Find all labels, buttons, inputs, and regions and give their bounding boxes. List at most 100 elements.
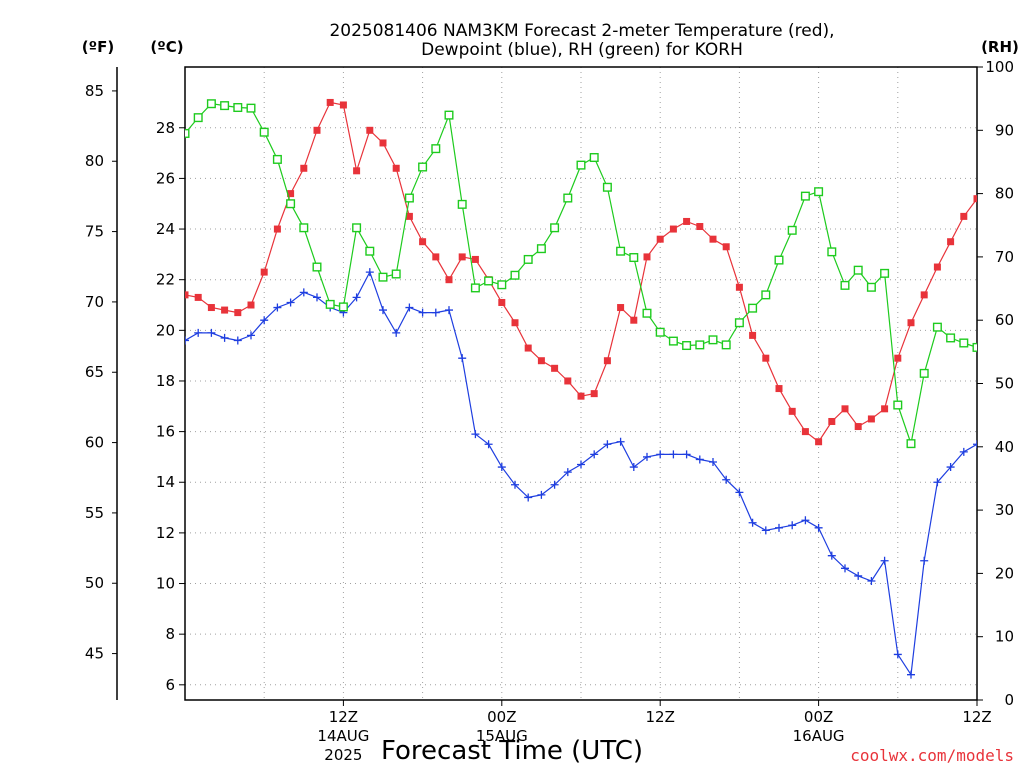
x-tick-date: 16AUG [793,727,845,745]
dewpoint-point [709,457,717,466]
2-meter-temperature-point [801,428,809,436]
dewpoint-point [722,475,731,484]
rh-point [682,341,692,351]
fahrenheit-tick-label: 50 [85,574,104,592]
grid-lines [185,67,977,700]
rh-point [748,303,758,313]
2-meter-temperature-point [260,268,268,276]
x-tick-label: 00Z [804,708,833,726]
2-meter-temperature-point [907,319,915,327]
data-series [185,98,977,679]
rh-point [906,439,916,449]
rh-point [299,223,309,233]
2-meter-temperature-point [617,304,625,312]
rh-point [431,144,441,154]
2-meter-temperature-point [300,164,308,172]
rh-point [932,322,942,332]
dewpoint-point [656,450,665,459]
celsius-unit-label: (ºC) [150,38,183,56]
celsius-tick-label: 12 [156,524,175,542]
dewpoint-point [273,303,282,312]
2-meter-temperature-point [445,276,453,284]
dewpoint-point [405,303,414,312]
celsius-tick-label: 22 [156,271,175,289]
2-meter-temperature-point [524,344,532,352]
dewpoint-point [185,336,189,345]
rh-point [800,191,810,201]
rh-point [536,244,546,254]
dewpoint-point [761,526,770,535]
x-tick-year: 2025 [324,746,362,764]
rh-tick-label: 80 [995,185,1014,203]
fahrenheit-tick-label: 55 [85,504,104,522]
fahrenheit-tick-label: 60 [85,434,104,452]
2-meter-temperature-point [287,190,295,198]
2-meter-temperature-point [392,164,400,172]
dewpoint-point [537,490,546,499]
rh-point [484,276,494,286]
fahrenheit-tick-label: 45 [85,645,104,663]
2-meter-temperature-point [947,238,955,246]
dewpoint-point [959,447,968,456]
2-meter-temperature-point [511,319,519,327]
rh-tick-label: 60 [995,311,1014,329]
2-meter-temperature-point [458,253,466,261]
rh-tick-label: 70 [995,248,1014,266]
rh-point [972,342,977,352]
rh-point [444,110,454,120]
rh-point [629,253,639,263]
2-meter-temperature-point [735,283,743,291]
chart-title-line-2: Dewpoint (blue), RH (green) for KORH [421,40,743,60]
dewpoint-point [286,298,295,307]
dewpoint-point [973,440,977,449]
rh-point [668,336,678,346]
rh-tick-label: 40 [995,438,1014,456]
rh-point [220,101,230,111]
fahrenheit-unit-label: (ºF) [82,38,114,56]
2-meter-temperature-point [775,385,783,393]
x-tick-label: 12Z [646,708,675,726]
dewpoint-point [669,450,678,459]
2-meter-temperature-point [405,212,413,220]
rh-point [391,269,401,279]
dewpoint-point [933,478,942,487]
2-meter-temperature-point [353,167,361,175]
2-meter-temperature-point [788,407,796,415]
dewpoint-point [867,576,876,585]
rh-point [193,113,203,123]
dewpoint-point [550,480,559,489]
dewpoint-point [247,331,255,340]
rh-point [325,299,335,309]
rh-point [616,246,626,256]
rh-point [378,272,388,282]
celsius-tick-label: 16 [156,423,175,441]
dewpoint-point [827,551,836,560]
rh-point [576,160,586,170]
2-meter-temperature-point [564,377,572,385]
dewpoint-point [695,455,704,464]
dewpoint-point [946,463,955,472]
2-meter-temperature-point [815,438,823,446]
dewpoint-point [379,306,387,315]
rh-point [233,103,243,113]
rh-point [695,340,705,350]
rh-point [185,128,190,138]
2-meter-temperature-point [339,101,347,109]
2-meter-temperature-point [722,243,730,251]
2-meter-temperature-point [749,331,757,339]
rh-tick-label: 20 [995,564,1014,582]
x-tick-label: 12Z [962,708,991,726]
2-meter-temperature-point [960,212,968,220]
dewpoint-point [563,468,572,477]
rh-point [919,368,929,378]
2-meter-temperature-point [656,235,664,243]
2-meter-temperature-point [185,291,189,299]
rh-point [457,199,467,209]
2-meter-temperature-point [841,405,849,413]
rh-point [880,268,890,278]
axes [112,66,983,706]
chart-title-line-1: 2025081406 NAM3KM Forecast 2-meter Tempe… [329,21,834,41]
rh-point [206,99,216,109]
tick-labels: 8580757065605550452826242220181614121086… [85,58,1014,764]
2-meter-temperature-point [273,225,281,233]
